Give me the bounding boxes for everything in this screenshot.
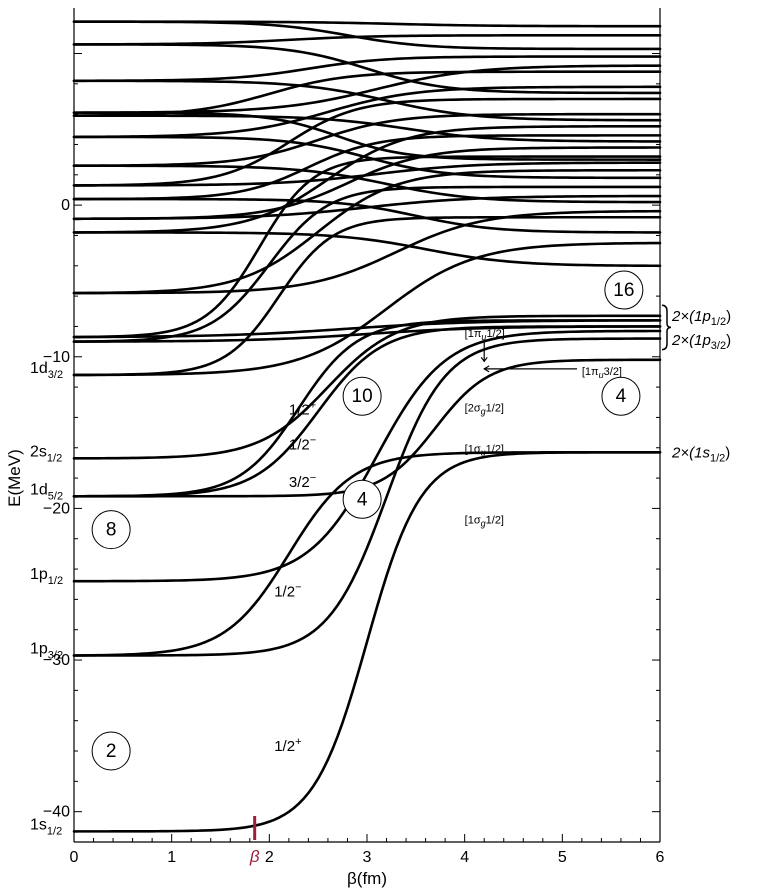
level-curve-2 — [72, 450, 662, 657]
level-curve-26 — [72, 112, 662, 167]
orbital-label: [1σu1/2] — [465, 443, 504, 457]
orbital-label: [1πu3/2] — [582, 366, 622, 380]
x-tick-label: 4 — [460, 849, 469, 866]
jpi-label: 1/2+ — [289, 399, 316, 418]
brace-icon — [661, 304, 672, 351]
arrow-head-icon — [480, 356, 488, 363]
shell-count-circle — [91, 510, 131, 550]
orbital-label: [1σg1/2] — [465, 515, 504, 529]
shell-count-circle — [91, 731, 131, 771]
level-curve-11 — [72, 325, 662, 343]
y-tick-label: −10 — [43, 349, 70, 366]
x-tick-label: 5 — [558, 849, 567, 866]
curves-layer — [72, 20, 662, 833]
shell-count-label: 4 — [357, 489, 368, 510]
shell-count-circle — [604, 270, 644, 310]
level-curve-22 — [72, 197, 662, 234]
spherical-level-label: 1d5/2 — [30, 481, 63, 502]
y-axis-label: E(MeV) — [5, 449, 24, 507]
y-tick-label: −20 — [43, 500, 70, 517]
level-curve-4 — [72, 329, 662, 583]
level-curve-13 — [72, 155, 662, 339]
x-tick-label: 6 — [656, 849, 665, 866]
level-curve-15 — [72, 168, 662, 295]
spherical-level-label: 1p3/2 — [30, 640, 63, 661]
x-tick-label: 3 — [363, 849, 372, 866]
jpi-label: 1/2+ — [274, 736, 301, 755]
shell-count-circle — [342, 479, 382, 519]
level-curve-36 — [72, 33, 662, 46]
level-curve-14 — [72, 319, 662, 339]
jpi-label: 1/2− — [274, 581, 301, 600]
axes-layer: 0 1 2 3 4 5 6 −40 −30 −20 −10 0 β(fm) E(MeV) β — [5, 8, 665, 888]
level-curve-32 — [72, 64, 662, 114]
x-axis-label: β(fm) — [347, 869, 387, 888]
shell-count-circle — [342, 376, 382, 416]
jpi-label: 1/2− — [289, 434, 316, 453]
spherical-level-label: 1d3/2 — [30, 360, 63, 381]
shell-count-circle — [601, 376, 641, 416]
level-curve-27 — [72, 135, 662, 180]
labels-layer: 1d3/2 2s1/2 1d5/2 1p1/2 1p3/2 1s1/2 2×(1p1/2) 2… — [30, 270, 731, 837]
y-tick-label: −40 — [43, 804, 70, 821]
shell-count-label: 16 — [613, 280, 634, 301]
level-curve-16 — [72, 209, 662, 295]
spherical-level-label: 2s1/2 — [30, 443, 62, 464]
asymptote-label: 2×(1p1/2) — [671, 308, 731, 328]
orbital-label: [2σg1/2] — [465, 402, 504, 416]
x-tick-label: 2 — [265, 849, 274, 866]
level-curve-10 — [72, 215, 662, 377]
level-curve-28 — [72, 85, 662, 139]
spherical-level-label: 1p1/2 — [30, 566, 63, 587]
beta-marker-label: β — [249, 847, 260, 866]
level-curve-29 — [72, 114, 662, 143]
y-tick-label: 0 — [61, 197, 70, 214]
level-curve-24 — [72, 97, 662, 187]
shell-count-label: 10 — [352, 386, 373, 407]
level-curve-8 — [72, 314, 662, 460]
asymptote-label: 2×(1s1/2) — [671, 444, 730, 464]
jpi-label: 3/2− — [289, 472, 316, 491]
shell-count-label: 2 — [106, 741, 117, 762]
level-curve-23 — [72, 161, 662, 187]
level-curve-3 — [72, 337, 662, 657]
shell-count-label: 8 — [106, 519, 117, 540]
level-curve-38 — [72, 20, 662, 28]
spherical-level-label: 1s1/2 — [30, 816, 62, 837]
level-curve-18 — [72, 231, 662, 268]
x-tick-label: 1 — [167, 849, 176, 866]
x-tick-label: 0 — [70, 849, 79, 866]
asymptote-label: 2×(1p3/2) — [671, 332, 731, 352]
shell-count-label: 4 — [616, 386, 627, 407]
level-curve-9 — [72, 241, 662, 377]
level-curve-17 — [72, 124, 662, 234]
orbital-label: [1πu1/2] — [465, 328, 505, 342]
arrow-head-icon — [483, 365, 490, 373]
level-curve-35 — [72, 43, 662, 95]
y-tick-label: −30 — [43, 652, 70, 669]
level-curve-34 — [72, 55, 662, 83]
level-curve-25 — [72, 164, 662, 204]
